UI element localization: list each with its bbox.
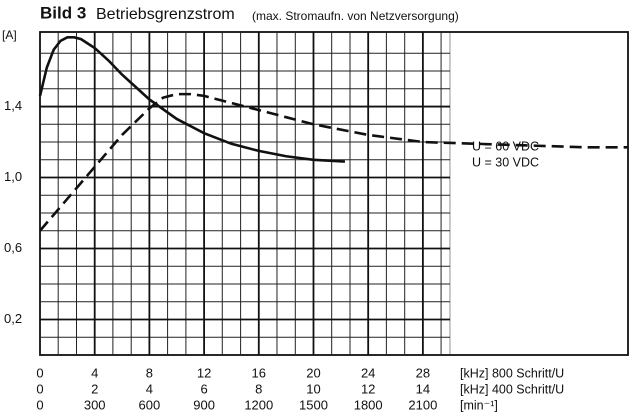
- x-tick-label: 12: [197, 365, 211, 380]
- x2-tick-label: 10: [306, 381, 320, 396]
- y-tick-label: 1,4: [4, 98, 22, 113]
- chart-note: (max. Stromaufn. von Netzversorgung): [252, 9, 459, 23]
- y-axis-label: [A]: [2, 28, 17, 42]
- x2-axis-label: [kHz] 400 Schritt/U: [460, 382, 564, 396]
- x-tick-label: 20: [306, 365, 320, 380]
- x3-tick-label: 1200: [244, 397, 273, 412]
- x3-tick-label: 300: [84, 397, 106, 412]
- x3-tick-label: 600: [139, 397, 161, 412]
- x-tick-label: 0: [36, 365, 43, 380]
- x2-tick-label: 2: [91, 381, 98, 396]
- y-tick-label: 0,2: [4, 311, 22, 326]
- x2-tick-label: 12: [361, 381, 375, 396]
- x-axis-label: [kHz] 800 Schritt/U: [460, 366, 564, 380]
- x2-tick-label: 8: [255, 381, 262, 396]
- x2-tick-label: 6: [200, 381, 207, 396]
- x3-tick-label: 900: [193, 397, 215, 412]
- legend-label: U = 60 VDC: [472, 139, 539, 153]
- x2-tick-label: 0: [36, 381, 43, 396]
- legend-area: [450, 33, 627, 354]
- x-tick-label: 28: [416, 365, 430, 380]
- y-tick-label: 1,0: [4, 169, 22, 184]
- series-line: [39, 92, 628, 232]
- x2-tick-label: 4: [146, 381, 153, 396]
- x3-tick-label: 2100: [408, 397, 437, 412]
- y-tick-label: 0,6: [4, 240, 22, 255]
- x3-tick-label: 1500: [299, 397, 328, 412]
- plot-frame: [39, 31, 629, 356]
- series-line: [38, 36, 346, 163]
- x3-tick-label: 1800: [354, 397, 383, 412]
- x-tick-label: 16: [252, 365, 266, 380]
- x3-tick-label: 0: [36, 397, 43, 412]
- chart-subtitle: Betriebsgrenzstrom: [96, 6, 235, 23]
- x-tick-label: 24: [361, 365, 375, 380]
- x2-tick-label: 14: [416, 381, 430, 396]
- chart-title: Bild 3: [40, 3, 86, 22]
- x-tick-label: 8: [146, 365, 153, 380]
- x-tick-label: 4: [91, 365, 98, 380]
- x3-axis-label: [min⁻¹]: [460, 398, 498, 412]
- legend-label: U = 30 VDC: [472, 155, 539, 169]
